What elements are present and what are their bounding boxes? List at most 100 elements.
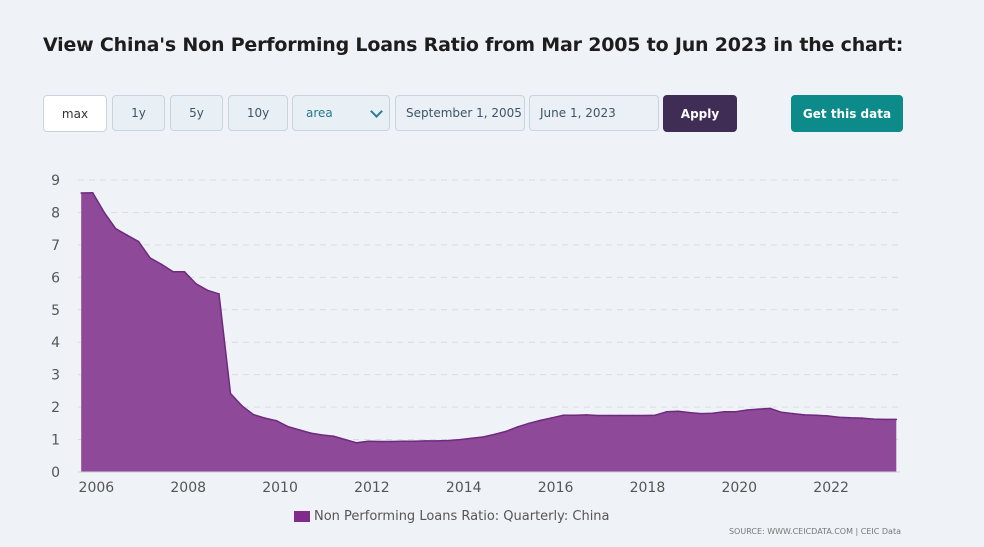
data-point xyxy=(654,414,656,417)
y-tick-label: 1 xyxy=(51,433,60,449)
series-line xyxy=(81,191,897,444)
data-point xyxy=(160,263,163,266)
data-point xyxy=(769,407,771,410)
x-tick-label: 2012 xyxy=(354,480,390,496)
data-point xyxy=(287,425,289,428)
data-point xyxy=(780,411,783,414)
data-point xyxy=(333,435,335,438)
data-point xyxy=(631,414,634,417)
legend-label: Non Performing Loans Ratio: Quarterly: C… xyxy=(314,509,610,524)
data-point xyxy=(700,412,702,415)
y-tick-label: 0 xyxy=(51,465,60,481)
data-point xyxy=(711,412,714,415)
data-point xyxy=(643,414,645,417)
y-tick-label: 3 xyxy=(51,368,60,384)
data-point xyxy=(367,440,370,443)
data-point xyxy=(551,417,553,419)
data-point xyxy=(298,429,301,431)
data-point xyxy=(355,442,358,444)
data-point xyxy=(459,438,461,441)
range-button-max[interactable]: max xyxy=(43,95,107,132)
data-point xyxy=(229,392,232,395)
data-point xyxy=(126,234,128,236)
series-area xyxy=(80,191,898,472)
data-point xyxy=(585,414,588,416)
y-tick-label: 7 xyxy=(51,238,60,254)
data-point xyxy=(390,440,393,443)
data-point xyxy=(424,440,427,442)
data-point xyxy=(172,271,174,273)
data-point xyxy=(413,440,415,443)
data-point xyxy=(321,434,324,436)
data-point xyxy=(378,440,381,443)
data-point xyxy=(803,414,806,416)
x-tick-label: 2018 xyxy=(630,480,666,496)
data-point xyxy=(114,227,117,230)
data-point xyxy=(838,416,840,419)
data-point xyxy=(792,412,794,415)
x-axis: 2006 2008 2010 2012 2014 2016 2018 2020 2022 xyxy=(78,471,900,496)
data-point xyxy=(80,192,82,194)
y-tick-label: 2 xyxy=(51,400,60,416)
data-point xyxy=(252,413,255,416)
data-point xyxy=(608,414,611,417)
data-point xyxy=(436,440,438,442)
chart-type-value: area xyxy=(306,106,333,120)
data-point xyxy=(505,430,507,433)
chart-type-select[interactable]: area xyxy=(292,95,390,131)
y-tick-label: 8 xyxy=(51,205,60,221)
page-title: View China's Non Performing Loans Ratio … xyxy=(43,34,904,56)
y-tick-label: 4 xyxy=(51,335,60,351)
data-point xyxy=(849,417,852,419)
x-tick-label: 2022 xyxy=(813,480,849,496)
chart-legend[interactable]: Non Performing Loans Ratio: Quarterly: C… xyxy=(294,509,610,524)
data-point xyxy=(597,414,599,417)
data-point xyxy=(539,419,542,422)
range-button-1y[interactable]: 1y xyxy=(112,95,165,131)
legend-swatch xyxy=(294,511,310,522)
data-point xyxy=(872,418,875,420)
data-point xyxy=(562,414,565,417)
data-point xyxy=(734,410,737,413)
data-point xyxy=(241,405,243,407)
data-point xyxy=(528,422,530,425)
data-point xyxy=(884,418,886,421)
data-point xyxy=(482,436,484,438)
data-point xyxy=(861,417,863,419)
data-point xyxy=(826,415,829,417)
start-date-input[interactable]: September 1, 2005 xyxy=(395,95,525,131)
data-point xyxy=(620,414,622,417)
x-tick-label: 2008 xyxy=(170,480,206,496)
data-point xyxy=(137,240,140,243)
data-point xyxy=(275,419,278,422)
y-tick-label: 5 xyxy=(51,303,60,319)
apply-button[interactable]: Apply xyxy=(663,95,737,132)
data-point xyxy=(574,414,576,417)
data-point xyxy=(470,437,473,440)
end-date-input[interactable]: June 1, 2023 xyxy=(529,95,659,131)
data-point xyxy=(757,408,760,410)
data-point xyxy=(310,432,312,434)
data-point xyxy=(895,418,898,421)
series-area-fill xyxy=(81,192,897,472)
data-point xyxy=(516,426,519,428)
x-tick-label: 2014 xyxy=(446,480,482,496)
get-this-data-button[interactable]: Get this data xyxy=(791,95,903,132)
range-button-5y[interactable]: 5y xyxy=(170,95,223,131)
range-button-10y[interactable]: 10y xyxy=(228,95,288,131)
data-point xyxy=(401,440,404,443)
data-point xyxy=(493,433,496,436)
source-credit: SOURCE: WWW.CEICDATA.COM | CEIC Data xyxy=(728,527,901,536)
y-tick-label: 6 xyxy=(51,270,60,286)
data-point xyxy=(264,417,266,419)
y-tick-label: 9 xyxy=(51,173,60,189)
x-tick-label: 2006 xyxy=(79,480,115,496)
data-point xyxy=(677,410,679,413)
data-point xyxy=(206,289,209,292)
data-point xyxy=(665,410,668,413)
data-point xyxy=(195,283,197,285)
data-point xyxy=(218,293,220,295)
data-point xyxy=(447,439,450,442)
data-point xyxy=(815,414,817,417)
